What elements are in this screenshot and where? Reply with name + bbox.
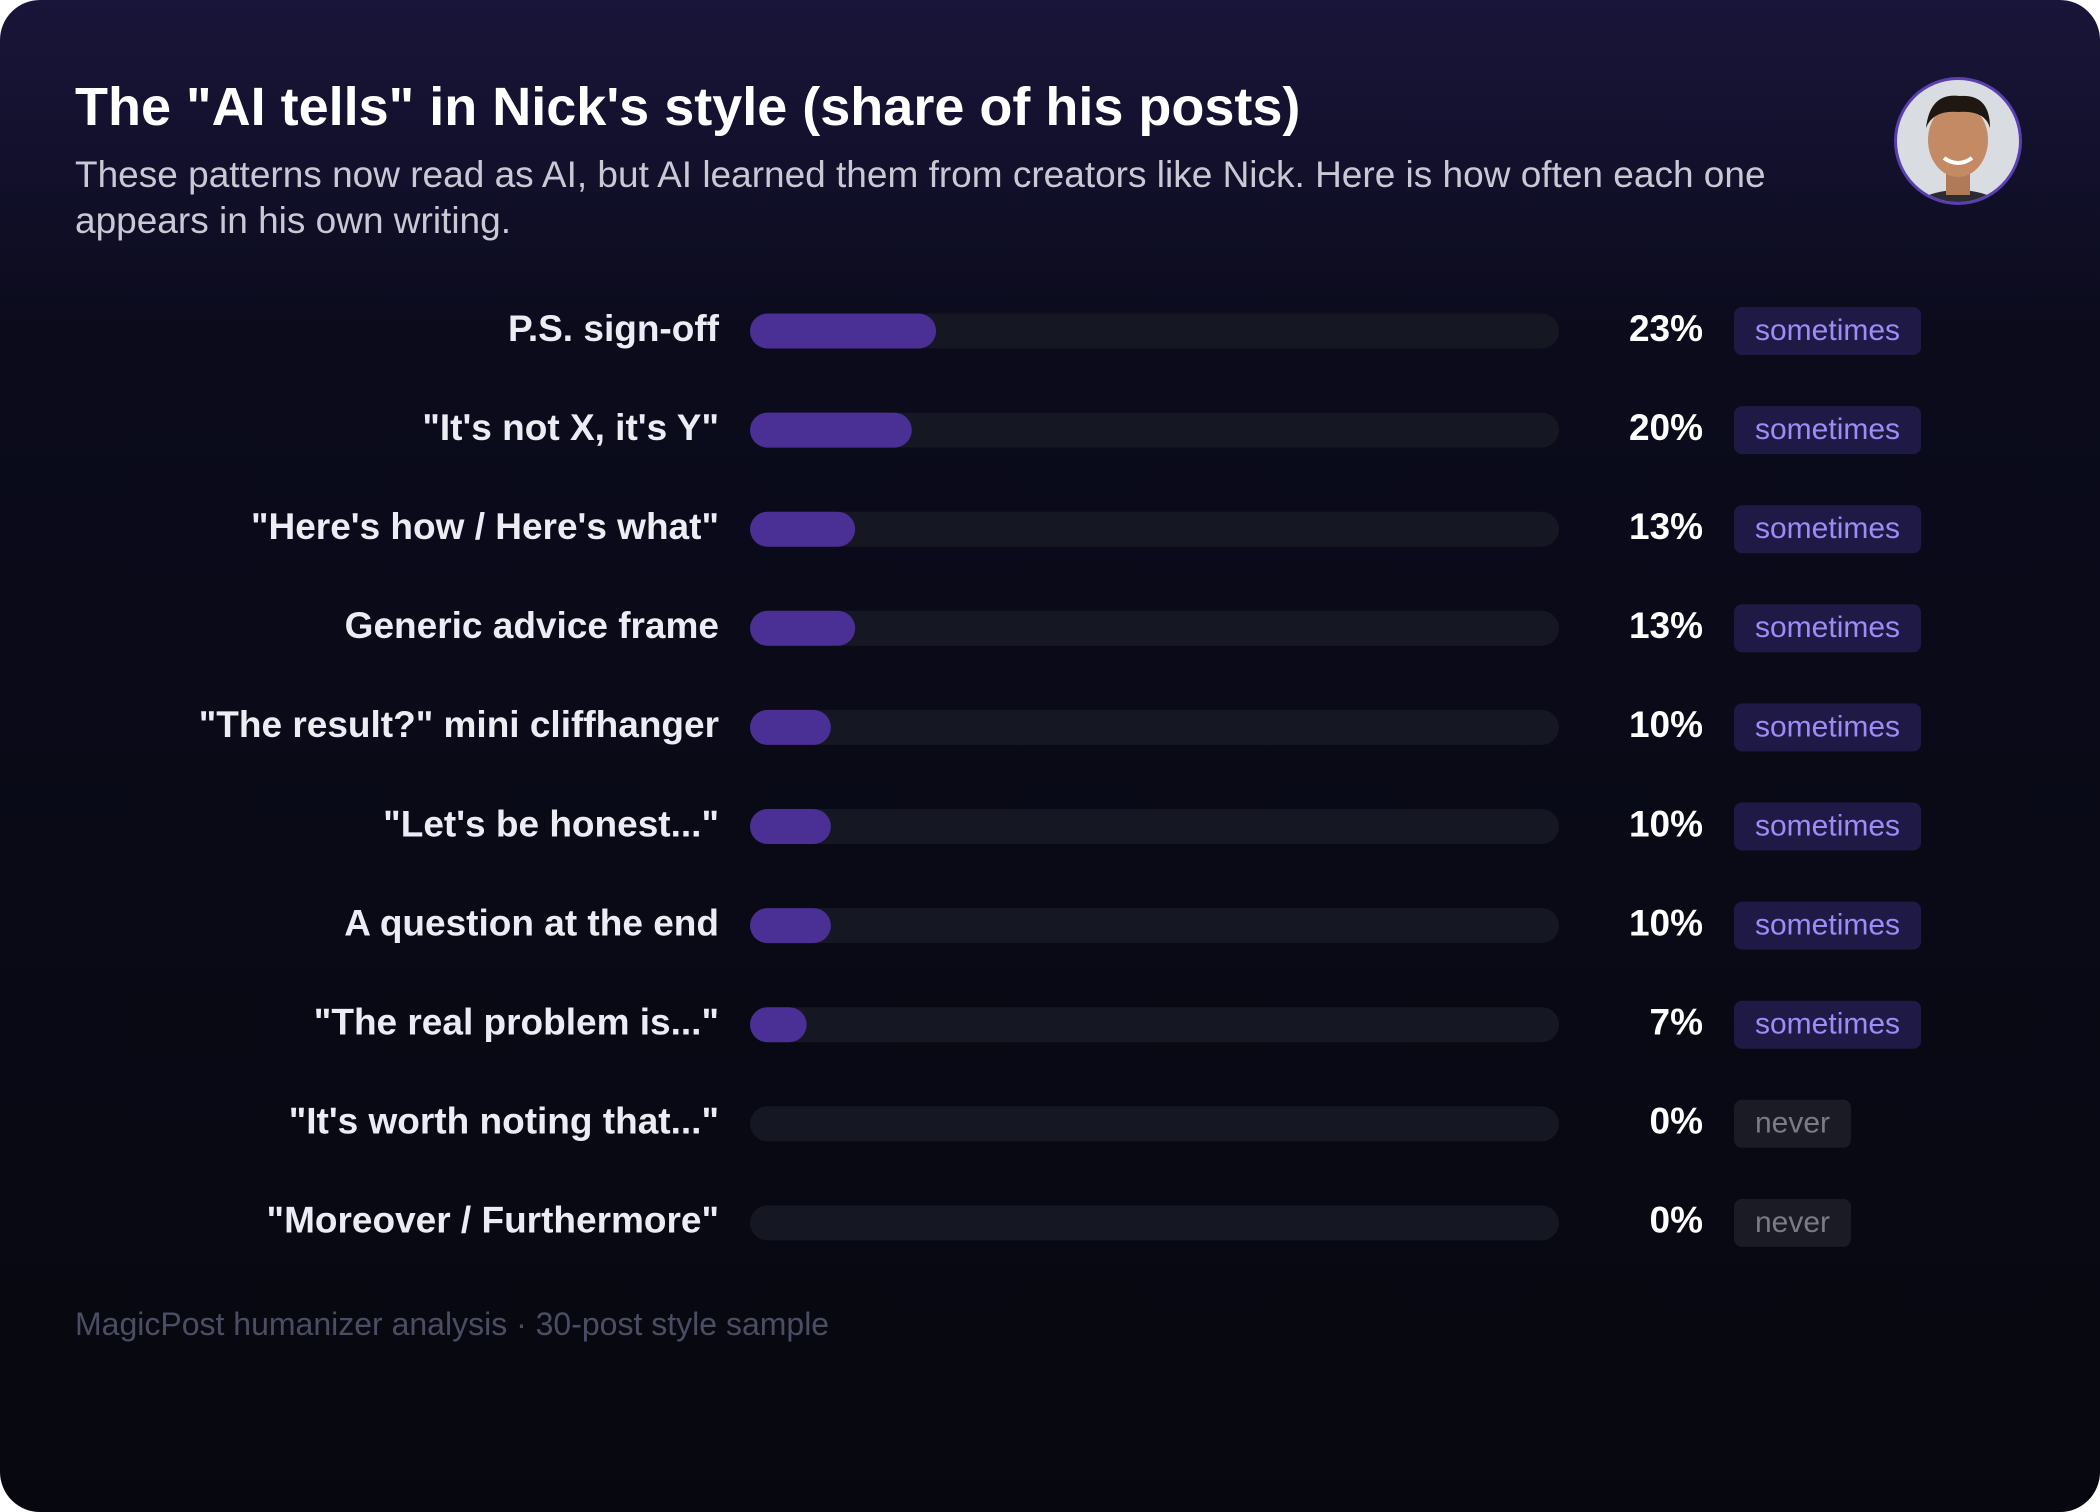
category-label: "The real problem is..." bbox=[314, 1001, 719, 1042]
bar bbox=[750, 908, 831, 944]
bar bbox=[750, 412, 912, 448]
tag-pill bbox=[1734, 1198, 1852, 1247]
tag-label: never bbox=[1755, 1107, 1830, 1140]
bar bbox=[750, 1007, 807, 1043]
bar-track bbox=[750, 610, 1559, 646]
tag-pill bbox=[1734, 1000, 1922, 1049]
tag-label: sometimes bbox=[1755, 512, 1900, 545]
category-label: "It's not X, it's Y" bbox=[422, 407, 719, 448]
avatar-face bbox=[1928, 103, 1988, 177]
avatar-hair bbox=[1926, 95, 1990, 128]
category-label: Generic advice frame bbox=[345, 605, 719, 646]
tag-label: sometimes bbox=[1755, 710, 1900, 743]
category-label: "The result?" mini cliffhanger bbox=[199, 704, 719, 745]
tag-pill bbox=[1734, 604, 1922, 653]
bar-track bbox=[750, 313, 1559, 349]
tag-pill bbox=[1734, 1099, 1852, 1148]
value-label: 20% bbox=[1629, 407, 1703, 448]
category-label: A question at the end bbox=[344, 902, 719, 943]
tag-pill bbox=[1734, 406, 1922, 455]
bar bbox=[750, 511, 856, 547]
tag-label: sometimes bbox=[1755, 314, 1900, 347]
value-label: 0% bbox=[1650, 1101, 1703, 1142]
tag-pill bbox=[1734, 703, 1922, 752]
value-label: 23% bbox=[1629, 308, 1703, 349]
bar bbox=[750, 809, 831, 844]
tag-pill bbox=[1734, 901, 1922, 950]
value-label: 10% bbox=[1629, 902, 1703, 943]
bar bbox=[750, 610, 856, 646]
avatar-body bbox=[1898, 190, 2018, 202]
value-label: 10% bbox=[1629, 704, 1703, 745]
bar-track bbox=[750, 1106, 1559, 1142]
bar bbox=[750, 313, 937, 349]
chart-subtitle: These patterns now read as AI, but AI le… bbox=[75, 154, 1766, 241]
tag-label: sometimes bbox=[1755, 909, 1900, 942]
value-label: 7% bbox=[1650, 1001, 1703, 1042]
category-label: "Let's be honest..." bbox=[383, 803, 719, 844]
tag-label: sometimes bbox=[1755, 1008, 1900, 1041]
chart-title: The "AI tells" in Nick's style (share of… bbox=[75, 77, 1301, 137]
tag-label: sometimes bbox=[1755, 611, 1900, 644]
category-label: "Moreover / Furthermore" bbox=[267, 1200, 719, 1241]
bar bbox=[750, 709, 831, 745]
tag-pill bbox=[1734, 505, 1922, 554]
tag-label: sometimes bbox=[1755, 809, 1900, 842]
value-label: 10% bbox=[1629, 803, 1703, 844]
category-label: P.S. sign-off bbox=[508, 308, 720, 349]
bar-track bbox=[750, 709, 1559, 745]
bar-track bbox=[750, 809, 1559, 844]
bar-track bbox=[750, 908, 1559, 944]
tag-label: sometimes bbox=[1755, 413, 1900, 446]
avatar bbox=[1894, 77, 2022, 205]
footer: MagicPost humanizer analysis · 30-post s… bbox=[75, 1306, 830, 1342]
value-label: 13% bbox=[1629, 605, 1703, 646]
value-label: 0% bbox=[1650, 1200, 1703, 1241]
category-label: "It's worth noting that..." bbox=[289, 1101, 719, 1142]
tag-pill bbox=[1734, 802, 1922, 851]
bar-track bbox=[750, 511, 1559, 547]
value-label: 13% bbox=[1629, 506, 1703, 547]
bar-track bbox=[750, 1205, 1559, 1241]
bar-track bbox=[750, 412, 1559, 448]
avatar-smile bbox=[1942, 156, 1974, 165]
tag-pill bbox=[1734, 307, 1922, 355]
category-label: "Here's how / Here's what" bbox=[251, 506, 719, 547]
tag-label: never bbox=[1755, 1206, 1830, 1239]
bar-track bbox=[750, 1007, 1559, 1043]
